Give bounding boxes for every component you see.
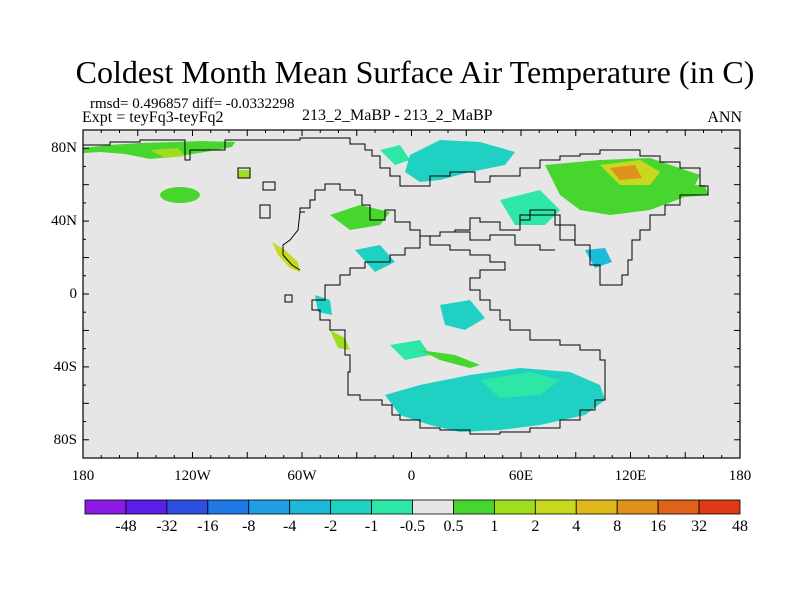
central-green: [330, 205, 390, 230]
colorbar-label: -0.5: [399, 518, 426, 535]
east-small-blue: [585, 248, 612, 268]
colorbar-label: 48: [732, 518, 748, 535]
colorbar-swatch: [207, 499, 250, 515]
colorbar-swatch: [412, 499, 454, 515]
colorbar-label: 0.5: [443, 518, 464, 535]
colorbar-label: -32: [156, 518, 178, 535]
island-1: [237, 167, 251, 179]
inner-coast: [519, 214, 576, 240]
colorbar-swatch: [125, 499, 168, 515]
lon-label: 180: [71, 468, 95, 484]
lat-label: 40S: [53, 358, 77, 375]
east-asia-orange: [610, 165, 642, 180]
colorbar-swatch: [248, 499, 291, 515]
lon-label: 120E: [614, 468, 647, 484]
colorbar-label: -16: [197, 518, 219, 535]
colorbar-swatch: [698, 499, 741, 515]
equatorial-teal-2: [390, 340, 430, 360]
colorbar-label: -1: [364, 518, 379, 535]
lon-label: 60E: [508, 468, 534, 484]
lon-label: 60W: [287, 468, 317, 484]
island-4: [284, 294, 293, 303]
season-label: ANN: [707, 109, 742, 126]
axis-ticks: [82, 129, 741, 459]
arctic-ocean-blue-2: [380, 145, 410, 165]
colorbar-swatch: [84, 499, 127, 515]
colorbar-label: -48: [115, 518, 137, 535]
colorbar-label: -8: [242, 518, 256, 535]
mid-teal: [355, 245, 395, 272]
mid-south-coast: [311, 235, 606, 435]
rmsd-label: rmsd= 0.496857 diff= -0.0332298: [90, 96, 295, 112]
lat-label: 0: [69, 286, 78, 302]
colorbar-swatch: [289, 499, 332, 515]
lon-label: 120W: [174, 468, 211, 484]
arctic-strip-west-dark: [150, 148, 185, 158]
colorbar-label: 4: [572, 518, 581, 535]
island-2: [262, 181, 276, 191]
arctic-ocean-blue: [405, 140, 515, 182]
colorbar-swatch: [371, 499, 413, 515]
colorbar-label: 16: [650, 518, 667, 535]
colorbar-label: -2: [323, 518, 338, 535]
east-asia-green: [545, 158, 700, 215]
colorbar-swatch: [330, 499, 372, 515]
expt-label: Expt = teyFq3-teyFq2: [82, 109, 224, 126]
lon-label: 180: [728, 468, 752, 484]
central-asia-teal: [500, 190, 560, 225]
southern-ribbon: [420, 350, 480, 368]
equatorial-teal: [440, 300, 485, 330]
lon-label: 0: [407, 468, 416, 484]
colorbar-label: 8: [613, 518, 622, 535]
southern-blue-band-2: [480, 372, 560, 398]
period-label: 213_2_MaBP - 213_2_MaBP: [302, 107, 493, 124]
colorbar: [84, 499, 741, 515]
lat-label: 80S: [53, 431, 77, 448]
inner-basin: [455, 231, 555, 251]
colorbar-label: 1: [490, 518, 499, 535]
colorbar-label: 2: [531, 518, 540, 535]
nw-island: [238, 170, 250, 178]
chart-title: Coldest Month Mean Surface Air Temperatu…: [75, 54, 755, 90]
continent-outline: [83, 137, 709, 435]
lat-label: 40N: [51, 213, 77, 230]
colorbar-swatch: [166, 499, 209, 515]
colorbar-swatch: [575, 499, 618, 515]
colorbar-swatch: [534, 499, 577, 515]
colorbar-label: 32: [691, 518, 708, 535]
colorbar-swatch: [493, 499, 536, 515]
colorbar-swatch: [657, 499, 700, 515]
arctic-coast: [83, 137, 709, 286]
colorbar-swatch: [453, 499, 495, 515]
anomaly-patches: [83, 140, 708, 432]
andes-strip: [272, 242, 300, 272]
colorbar-label: -4: [283, 518, 297, 535]
west-coast-line: [282, 211, 301, 271]
island-3: [259, 204, 271, 219]
colorbar-swatch: [616, 499, 659, 515]
lat-label: 80N: [51, 140, 77, 157]
pacific-blob: [160, 187, 200, 203]
